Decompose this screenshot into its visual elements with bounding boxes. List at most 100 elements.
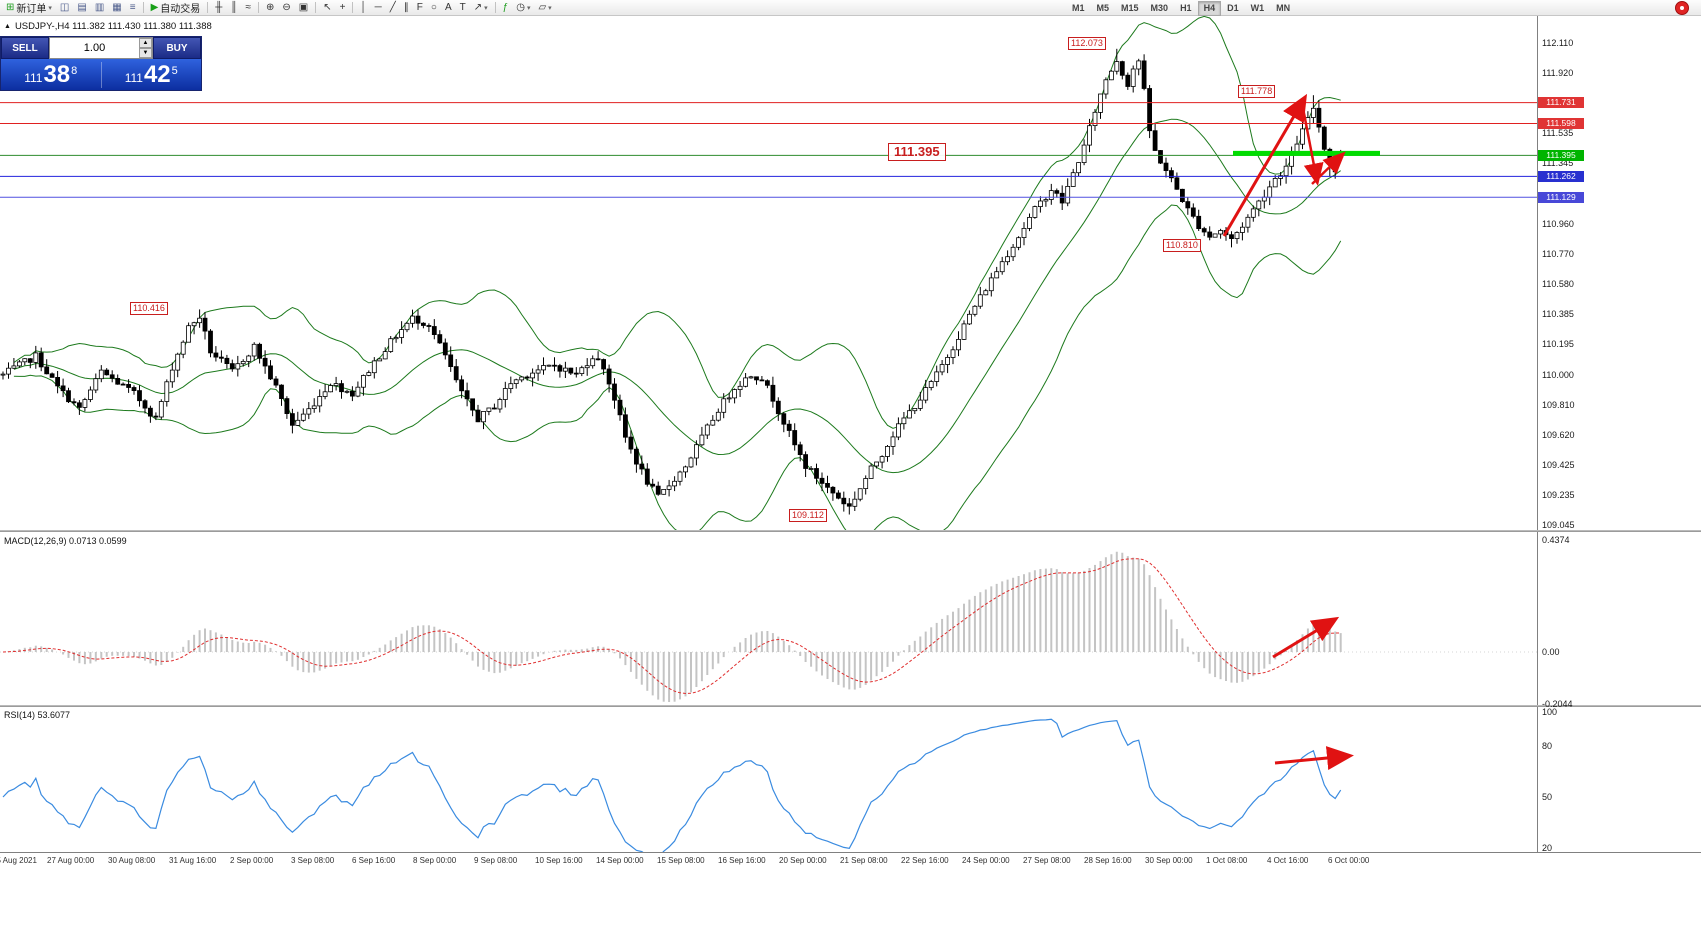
time-axis-label: 30 Sep 00:00 xyxy=(1145,856,1193,865)
market-watch-icon[interactable]: ▥ xyxy=(91,0,108,15)
toolbar: ⊞ 新订单 ▾ ◫ ▤ ▥ ▦ ≡ ▶ 自动交易 ╫ ║ ≈ ⊕ ⊖ ▣ ↖ + │ ─ ╱ ∥ F ○ A T ↗ ▾ ƒ ◷ ▾ ▱ ▾ M… xyxy=(0,0,1701,16)
trendline-icon[interactable]: ╱ xyxy=(386,0,400,15)
rsi-axis-tick: 50 xyxy=(1542,792,1553,802)
price-axis-tick: 112.110 xyxy=(1542,38,1574,48)
time-axis-label: 31 Aug 16:00 xyxy=(169,856,217,865)
zoom-in-icon[interactable]: ⊕ xyxy=(262,0,278,15)
text-icon[interactable]: A xyxy=(441,0,456,15)
new-order-button[interactable]: ⊞ 新订单 ▾ xyxy=(2,0,56,15)
rsi-indicator-canvas[interactable] xyxy=(0,708,1537,852)
timeframe-mn[interactable]: MN xyxy=(1276,3,1291,13)
chevron-down-icon: ▾ xyxy=(48,4,52,12)
buy-button[interactable]: BUY xyxy=(153,37,201,59)
toolbar-separator xyxy=(207,2,209,13)
chart-window-icon: ◫ xyxy=(59,2,70,13)
volume-up-button[interactable]: ▲ xyxy=(139,38,152,48)
timeframe-h4[interactable]: H4 xyxy=(1197,1,1222,16)
time-axis-label: 2 Sep 00:00 xyxy=(230,856,274,865)
line-chart-icon[interactable]: ≈ xyxy=(241,0,255,15)
symbol-ohlc-text: USDJPY-,H4 111.382 111.430 111.380 111.3… xyxy=(14,21,212,32)
timeframe-toolbar: M1 M5 M15 M30 H1 H4 D1 W1 MN xyxy=(1066,1,1296,16)
tile-windows-icon[interactable]: ▣ xyxy=(295,0,312,15)
time-axis-label: 6 Sep 16:00 xyxy=(352,856,396,865)
symbol-info: ▲ USDJPY-,H4 111.382 111.430 111.380 111… xyxy=(4,21,212,32)
timeframe-w1[interactable]: W1 xyxy=(1250,3,1265,13)
arrow-tools-icon[interactable]: ↗ ▾ xyxy=(470,0,492,15)
text-label-icon[interactable]: T xyxy=(456,0,470,15)
sell-price-big: 38 xyxy=(43,60,71,88)
fibonacci-icon: F xyxy=(416,2,423,13)
time-axis-label: 24 Sep 00:00 xyxy=(962,856,1010,865)
shapes-icon: ○ xyxy=(430,2,437,13)
navigator-icon[interactable]: ≡ xyxy=(126,0,140,15)
chart-window-icon[interactable]: ◫ xyxy=(56,0,73,15)
time-axis-label: 25 Aug 2021 xyxy=(0,856,37,865)
timeframe-m1[interactable]: M1 xyxy=(1072,3,1085,13)
price-macd-separator[interactable] xyxy=(0,530,1701,532)
record-icon xyxy=(1675,1,1689,15)
time-axis-label: 27 Sep 08:00 xyxy=(1023,856,1071,865)
indicators-icon[interactable]: ƒ xyxy=(499,0,513,15)
trendline-icon: ╱ xyxy=(389,2,396,13)
timeframe-m15[interactable]: M15 xyxy=(1121,3,1139,13)
one-click-trading-panel: SELL 1.00 ▲ ▼ BUY 111 38 8 111 42 5 xyxy=(0,36,202,91)
price-axis-tick: 110.960 xyxy=(1542,218,1574,229)
timeframe-d1[interactable]: D1 xyxy=(1227,3,1239,13)
time-axis-label: 9 Sep 08:00 xyxy=(474,856,518,865)
sell-price[interactable]: 111 38 8 xyxy=(1,60,101,88)
price-axis-tick: 111.535 xyxy=(1542,128,1574,139)
periods-icon[interactable]: ◷ ▾ xyxy=(512,0,534,15)
price-axis-tick: 111.920 xyxy=(1542,67,1574,78)
price-axis-tick: 110.385 xyxy=(1542,309,1574,320)
crosshair-icon: + xyxy=(339,2,346,13)
chevron-down-icon: ▾ xyxy=(526,4,531,12)
price-chart-canvas[interactable] xyxy=(0,15,1537,531)
auto-trading-button[interactable]: ▶ 自动交易 xyxy=(147,0,205,15)
text-icon: A xyxy=(444,2,452,13)
cursor-icon[interactable]: ↖ xyxy=(319,0,335,15)
bar-chart-icon: ╫ xyxy=(215,2,223,13)
auto-trading-icon: ▶ xyxy=(150,2,159,13)
sell-button[interactable]: SELL xyxy=(1,37,49,59)
arrow-tools-icon: ↗ xyxy=(473,2,483,13)
horizontal-line-icon: ─ xyxy=(374,2,382,13)
horizontal-line-icon[interactable]: ─ xyxy=(371,0,386,15)
volume-spinner: ▲ ▼ xyxy=(139,38,152,58)
profiles-icon: ▤ xyxy=(77,2,87,13)
price-axis-badge: 111.129 xyxy=(1538,191,1584,203)
timeframe-m5[interactable]: M5 xyxy=(1096,3,1110,13)
profiles-icon[interactable]: ▤ xyxy=(73,0,90,15)
shapes-icon[interactable]: ○ xyxy=(427,0,441,15)
candlestick-chart-icon[interactable]: ║ xyxy=(226,0,241,15)
chevron-down-icon: ▾ xyxy=(484,4,488,12)
new-order-icon: ⊞ xyxy=(6,2,15,13)
channel-icon[interactable]: ∥ xyxy=(400,0,413,15)
vertical-line-icon[interactable]: │ xyxy=(356,0,370,15)
zoom-in-icon: ⊕ xyxy=(265,2,275,13)
buy-price[interactable]: 111 42 5 xyxy=(102,61,202,88)
zoom-out-icon[interactable]: ⊖ xyxy=(278,0,294,15)
data-window-icon[interactable]: ▦ xyxy=(108,0,125,15)
templates-icon[interactable]: ▱ ▾ xyxy=(534,0,555,15)
macd-rsi-separator[interactable] xyxy=(0,705,1701,707)
timeframe-m30[interactable]: M30 xyxy=(1150,3,1169,13)
price-axis-tick: 110.195 xyxy=(1542,339,1574,350)
volume-down-button[interactable]: ▼ xyxy=(139,48,152,58)
timeframe-h1[interactable]: H1 xyxy=(1180,3,1192,13)
candlestick-chart-icon: ║ xyxy=(230,2,238,13)
volume-input[interactable]: 1.00 xyxy=(83,42,106,54)
time-axis-label: 8 Sep 00:00 xyxy=(413,856,457,865)
macd-indicator-canvas[interactable] xyxy=(0,532,1537,706)
time-axis-border xyxy=(0,852,1701,853)
time-axis-label: 20 Sep 00:00 xyxy=(779,856,827,865)
navigator-icon: ≡ xyxy=(129,2,136,13)
rsi-header: RSI(14) 53.6077 xyxy=(4,710,71,720)
time-axis-label: 4 Oct 16:00 xyxy=(1267,856,1309,865)
auto-trading-button-label: 自动交易 xyxy=(160,4,201,15)
line-chart-icon: ≈ xyxy=(245,2,251,13)
symbol-marker-icon: ▲ xyxy=(4,23,11,30)
crosshair-icon[interactable]: + xyxy=(336,0,350,15)
fibonacci-icon[interactable]: F xyxy=(413,0,427,15)
time-axis-label: 28 Sep 16:00 xyxy=(1084,856,1132,865)
bar-chart-icon[interactable]: ╫ xyxy=(211,0,226,15)
